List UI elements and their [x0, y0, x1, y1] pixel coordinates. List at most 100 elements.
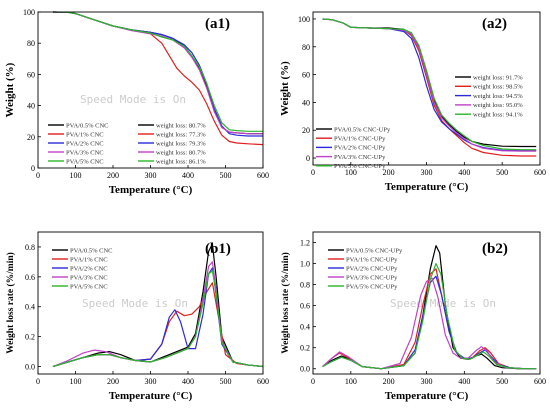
panel-label: (a1)	[205, 16, 230, 32]
legend-label: PVA/1% CNC-UPy	[346, 256, 398, 263]
x-tick-label: 300	[145, 171, 157, 180]
legend-label: PVA/2% CNC-UPy	[334, 145, 386, 152]
y-tick-label: 0	[306, 154, 310, 163]
y-tick-label: 20	[302, 126, 310, 135]
legend-label: PVA/2% CNC	[70, 265, 108, 272]
y-tick-label: 1.0	[300, 260, 310, 269]
series-line-3	[52, 11, 263, 137]
x-axis-title: Temperature (°C)	[109, 390, 193, 402]
legend-label: PVA/1% CNC	[66, 131, 104, 138]
legend-label: PVA/3% CNC-UPy	[346, 274, 398, 281]
x-tick-label: 600	[534, 377, 546, 386]
x-tick-label: 600	[534, 168, 546, 177]
x-tick-label: 200	[383, 377, 395, 386]
panel-label: (b2)	[482, 241, 508, 257]
y-axis-title: Weight loss rate (%/min)	[5, 252, 16, 354]
legend-label: PVA/0.5% CNC	[70, 247, 113, 254]
x-tick-label: 500	[496, 377, 508, 386]
legend-label: PVA/3% CNC	[66, 149, 104, 156]
legend-label: PVA/5% CNC-UPy	[346, 283, 398, 290]
panel-a2: 0 100 200 300 400 500 600 0 20 40 60 80 100 Temperatu…	[279, 11, 546, 193]
x-tick-label: 400	[182, 377, 194, 386]
x-tick-label: 200	[107, 377, 119, 386]
y-tick-label: 0.6	[300, 302, 310, 311]
loss-legend-label: weight loss: 80.7%	[156, 122, 206, 129]
legend-label: PVA/0.5% CNC	[66, 122, 109, 129]
loss-legend-label: weight loss: 77.3%	[156, 131, 206, 138]
y-tick-label: 0.0	[300, 365, 310, 374]
loss-legend-label: weight loss: 94.1%	[473, 112, 523, 119]
x-tick-label: 100	[70, 377, 82, 386]
series-line-2	[52, 282, 264, 368]
x-tick-label: 400	[458, 168, 470, 177]
legend-label: PVA/1% CNC-UPy	[334, 136, 386, 143]
x-tick-label: 0	[311, 377, 315, 386]
legend-label: PVA/5% CNC-UPy	[334, 163, 386, 170]
legend-label: PVA/5% CNC	[70, 283, 108, 290]
loss-legend-label: weight loss: 86.1%	[156, 158, 206, 165]
y-tick-label: 0.8	[300, 281, 310, 290]
y-tick-label: 60	[302, 71, 310, 80]
y-tick-label: 0.2	[300, 344, 310, 353]
x-tick-label: 500	[496, 168, 508, 177]
x-tick-label: 600	[257, 171, 269, 180]
series-line-5	[52, 11, 263, 132]
x-tick-label: 0	[311, 168, 315, 177]
series-line-4	[322, 277, 537, 370]
legend-label: PVA/0.5% CNC-UPy	[334, 126, 391, 133]
x-tick-label: 200	[383, 168, 395, 177]
loss-legend-label: weight loss: 98.5%	[473, 84, 523, 91]
panel-a1: Speed Mode is On 0 100 200 300 400 500 600 0 20 40…	[4, 8, 269, 196]
y-tick-label: 0.2	[25, 333, 35, 342]
y-tick-label: 100	[23, 8, 35, 17]
panel-label: (b1)	[205, 241, 231, 257]
watermark-text: Speed Mode is On	[82, 297, 188, 310]
y-axis-title: Weight (%)	[279, 61, 291, 116]
panel-label: (a2)	[482, 16, 507, 32]
panel-b1: Speed Mode is On 0 100 200 300 400 500 600 0.0 0.…	[5, 231, 269, 402]
loss-legend-label: weight loss: 91.7%	[473, 74, 523, 81]
y-tick-label: 40	[27, 102, 35, 111]
y-axis-title: Weight (%)	[4, 62, 16, 117]
x-tick-label: 300	[421, 168, 433, 177]
legend-label: PVA/0.5% CNC-UPy	[346, 247, 403, 254]
legend-label: PVA/2% CNC-UPy	[346, 265, 398, 272]
series-line-1	[52, 11, 263, 135]
legend-label: PVA/1% CNC	[70, 256, 108, 263]
y-tick-label: 20	[27, 133, 35, 142]
y-tick-label: 80	[302, 43, 310, 52]
x-axis-title: Temperature (°C)	[385, 181, 469, 193]
series-line-5	[322, 18, 537, 151]
y-tick-label: 80	[27, 39, 35, 48]
legend-label: PVA/3% CNC-UPy	[334, 154, 386, 161]
y-tick-label: 1.2	[300, 239, 310, 248]
x-axis-title: Temperature (°C)	[385, 390, 469, 402]
x-tick-label: 0	[36, 377, 40, 386]
x-tick-label: 400	[182, 171, 194, 180]
loss-legend-label: weight loss: 95.0%	[473, 102, 523, 109]
x-tick-label: 600	[257, 377, 269, 386]
x-tick-label: 300	[421, 377, 433, 386]
panel-b2: Speed Mode is On0 100 200 300 400 500 6000.00.…	[280, 231, 546, 402]
y-tick-label: 40	[302, 98, 310, 107]
y-tick-label: 60	[27, 70, 35, 79]
series-line-5	[52, 270, 264, 368]
x-tick-label: 500	[220, 377, 232, 386]
x-tick-label: 0	[36, 171, 40, 180]
y-tick-label: 0	[31, 164, 35, 173]
loss-legend-label: weight loss: 94.5%	[473, 93, 523, 100]
y-tick-label: 0.4	[300, 323, 310, 332]
y-tick-label: 0.4	[25, 303, 35, 312]
y-tick-label: 100	[298, 15, 310, 24]
loss-legend-label: weight loss: 80.7%	[156, 149, 206, 156]
series-line-4	[52, 11, 263, 135]
x-tick-label: 100	[345, 377, 357, 386]
y-axis-title: Weight loss rate (%/min)	[280, 252, 291, 354]
watermark-text: Speed Mode is On	[80, 93, 186, 106]
x-tick-label: 300	[145, 377, 157, 386]
x-axis-title: Temperature (°C)	[109, 184, 193, 196]
y-tick-label: 0.8	[25, 243, 35, 252]
x-tick-label: 500	[220, 171, 232, 180]
x-tick-label: 400	[458, 377, 470, 386]
